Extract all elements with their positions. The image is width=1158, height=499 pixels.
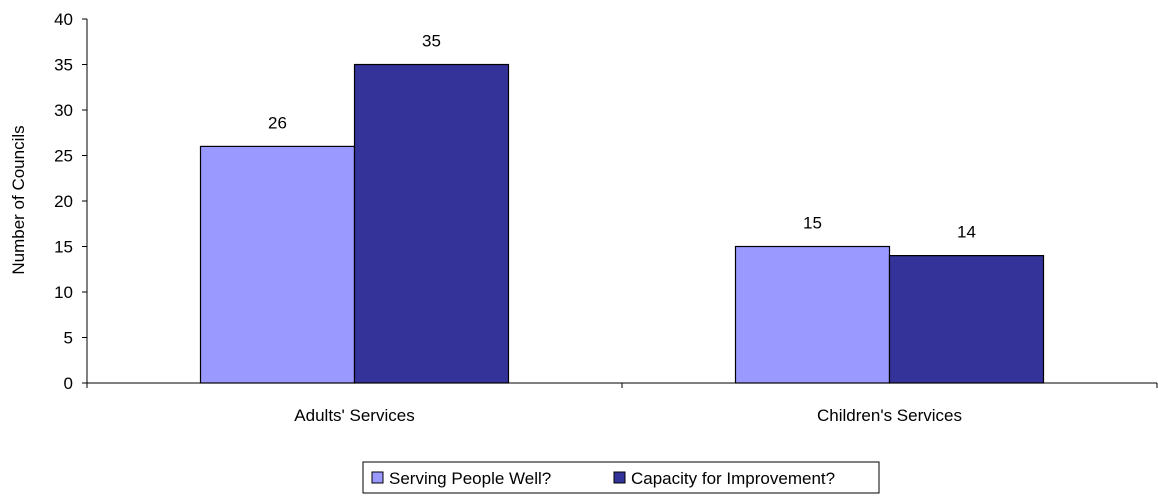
legend-label: Serving People Well? (389, 469, 551, 488)
x-category-label: Children's Services (817, 406, 962, 425)
y-axis-label: Number of Councils (9, 125, 28, 274)
bar-capacity-for-improvement (888, 255, 1045, 384)
bar-capacity-for-improvement (353, 63, 510, 384)
y-tick-label: 40 (54, 10, 73, 29)
y-tick-label: 30 (54, 101, 73, 120)
x-category-label: Adults' Services (294, 406, 414, 425)
legend-swatch (371, 471, 384, 484)
data-label: 14 (957, 223, 976, 242)
legend-label: Capacity for Improvement? (631, 469, 835, 488)
data-label: 15 (803, 214, 822, 233)
bar-serving-people-well (734, 245, 891, 384)
chart-bars (199, 63, 1045, 384)
y-tick-label: 15 (54, 238, 73, 257)
y-tick-label: 20 (54, 192, 73, 211)
y-tick-label: 10 (54, 283, 73, 302)
y-tick-label: 35 (54, 56, 73, 75)
data-label: 26 (268, 113, 287, 132)
y-tick-label: 0 (64, 374, 73, 393)
data-label: 35 (422, 32, 441, 51)
chart-labels: 26 35 Adults' Services 15 14 Children's Servi… (268, 32, 976, 426)
legend-swatch (613, 471, 626, 484)
bar-serving-people-well (199, 145, 356, 384)
y-tick-label: 5 (64, 329, 73, 348)
y-tick-label: 25 (54, 147, 73, 166)
legend: Serving People Well? Capacity for Improve… (362, 461, 880, 494)
